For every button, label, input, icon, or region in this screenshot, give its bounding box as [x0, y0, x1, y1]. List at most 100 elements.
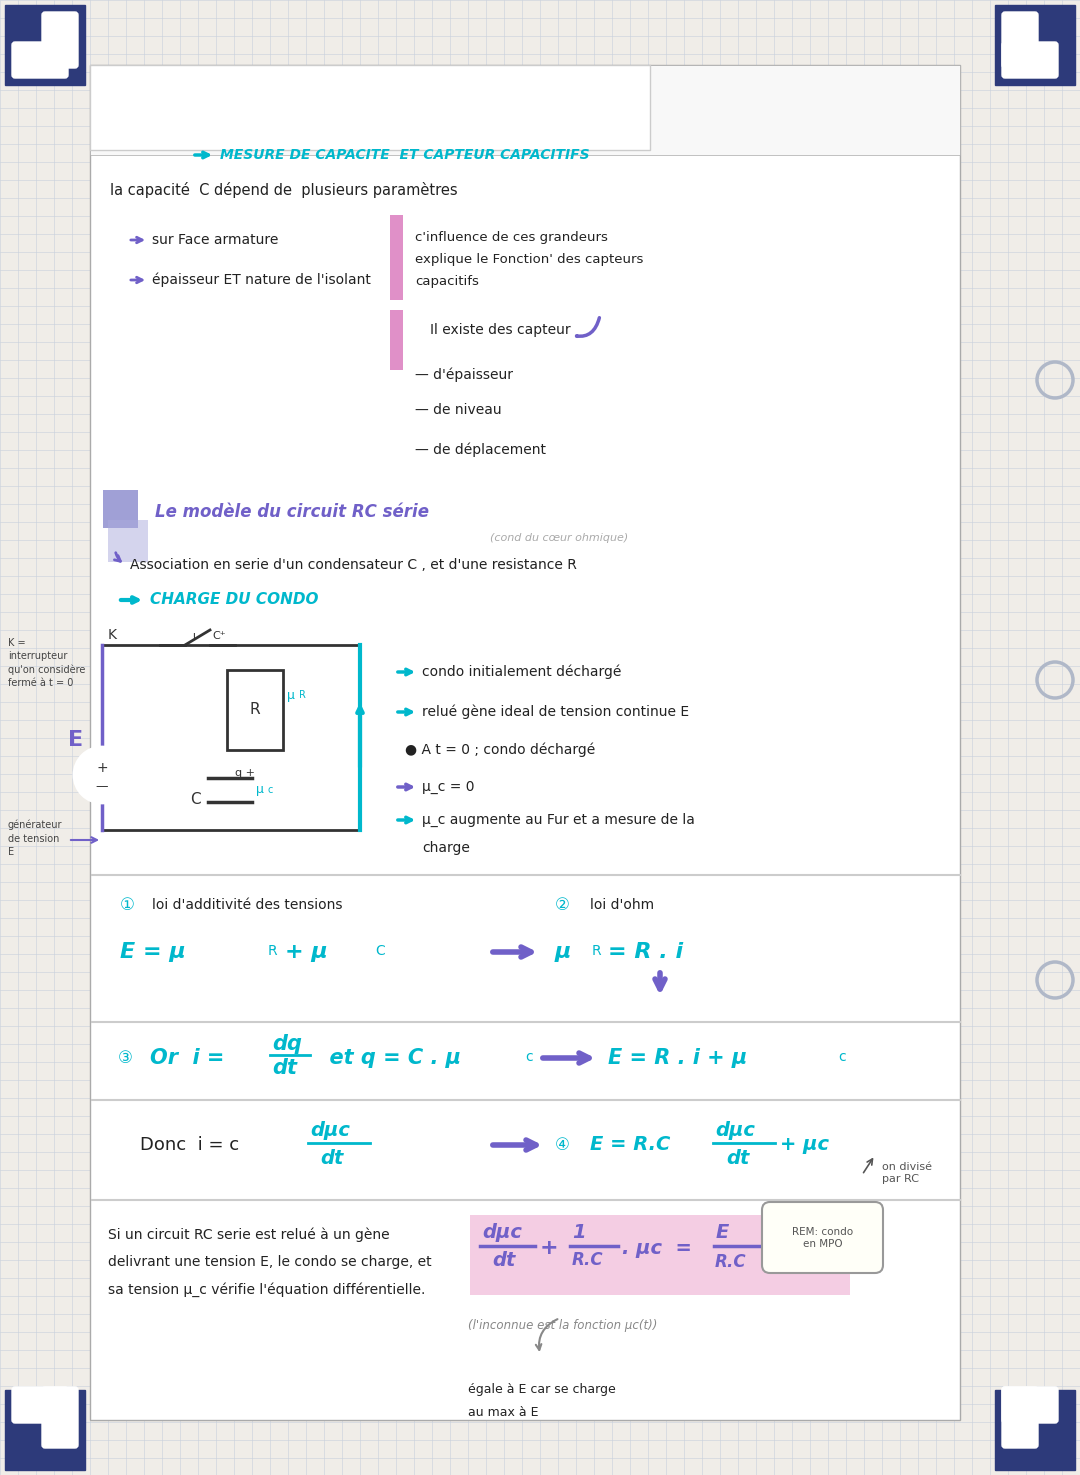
Text: R.C: R.C — [572, 1251, 604, 1268]
FancyBboxPatch shape — [12, 41, 68, 78]
Text: +: + — [96, 761, 108, 774]
Bar — [90, 65, 960, 1420]
Text: épaisseur ET nature de l'isolant: épaisseur ET nature de l'isolant — [152, 273, 370, 288]
Text: E: E — [716, 1223, 729, 1242]
Text: Or  i =: Or i = — [150, 1049, 225, 1068]
Text: ①: ① — [120, 895, 135, 914]
Bar — [390, 215, 403, 299]
Text: μ_c augmente au Fur et a mesure de la: μ_c augmente au Fur et a mesure de la — [422, 813, 694, 827]
Text: REM: condo
en MPO: REM: condo en MPO — [793, 1227, 853, 1249]
Text: c'influence de ces grandeurs: c'influence de ces grandeurs — [415, 232, 608, 245]
Text: . μc  =: . μc = — [622, 1239, 692, 1258]
Text: μ: μ — [555, 943, 571, 962]
Text: +: + — [540, 1238, 558, 1258]
FancyBboxPatch shape — [12, 1386, 68, 1423]
Text: K =
interrupteur
qu'on considère
fermé à t = 0: K = interrupteur qu'on considère fermé à… — [8, 639, 85, 689]
Text: = R . i: = R . i — [608, 943, 684, 962]
Text: c: c — [268, 785, 273, 795]
Text: E = μ: E = μ — [120, 943, 186, 962]
Text: égale à E car se charge: égale à E car se charge — [468, 1384, 616, 1397]
Text: CHARGE DU CONDO: CHARGE DU CONDO — [150, 593, 319, 608]
Text: μ: μ — [287, 689, 295, 702]
Text: dt: dt — [726, 1149, 750, 1168]
Text: explique le Fonction' des capteurs: explique le Fonction' des capteurs — [415, 254, 644, 267]
Text: μ_c = 0: μ_c = 0 — [422, 780, 474, 794]
Text: Le modèle du circuit RC série: Le modèle du circuit RC série — [156, 503, 429, 521]
Text: condo initialement déchargé: condo initialement déchargé — [422, 665, 621, 680]
Text: loi d'additivité des tensions: loi d'additivité des tensions — [152, 898, 342, 912]
Bar — [1000, 1454, 1035, 1468]
Text: E = R.C: E = R.C — [590, 1136, 671, 1155]
Text: R: R — [268, 944, 278, 957]
Text: on divisé
par RC: on divisé par RC — [882, 1162, 932, 1183]
Text: au max à E: au max à E — [468, 1406, 539, 1419]
Text: ③: ③ — [118, 1049, 133, 1066]
Text: dq: dq — [272, 1034, 302, 1055]
Bar — [5, 1389, 85, 1471]
Text: + μ: + μ — [285, 943, 327, 962]
Text: sur Face armature: sur Face armature — [152, 233, 279, 246]
Bar — [995, 1389, 1075, 1471]
Bar — [1042, 1454, 1057, 1468]
Bar — [103, 490, 138, 528]
Text: C⁺: C⁺ — [212, 631, 226, 642]
Text: ι: ι — [192, 631, 195, 642]
FancyArrowPatch shape — [577, 317, 599, 336]
Text: c: c — [525, 1050, 532, 1063]
Text: relué gène ideal de tension continue E: relué gène ideal de tension continue E — [422, 705, 689, 720]
FancyBboxPatch shape — [1002, 41, 1058, 78]
FancyBboxPatch shape — [1002, 12, 1038, 68]
Text: delivrant une tension E, le condo se charge, et: delivrant une tension E, le condo se cha… — [108, 1255, 432, 1268]
Text: — d'épaisseur: — d'épaisseur — [415, 367, 513, 382]
Text: sa tension μ_c vérifie l'équation différentielle.: sa tension μ_c vérifie l'équation différ… — [108, 1283, 426, 1298]
Text: charge: charge — [422, 841, 470, 855]
FancyBboxPatch shape — [42, 1386, 78, 1448]
FancyBboxPatch shape — [42, 12, 78, 68]
Bar — [108, 521, 148, 562]
Bar — [90, 65, 650, 150]
Text: (l'inconnue est la fonction μc(t)): (l'inconnue est la fonction μc(t)) — [468, 1319, 658, 1332]
Text: C: C — [190, 792, 201, 807]
Text: μ: μ — [256, 783, 264, 796]
Text: R: R — [249, 702, 260, 717]
Text: loi d'ohm: loi d'ohm — [590, 898, 654, 912]
Circle shape — [75, 746, 130, 802]
Text: dμc: dμc — [715, 1121, 755, 1140]
Text: dt: dt — [320, 1149, 343, 1168]
Text: ④: ④ — [555, 1136, 570, 1153]
Text: R: R — [592, 944, 602, 957]
Text: générateur
de tension
E: générateur de tension E — [8, 820, 63, 857]
Text: MESURE DE CAPACITE  ET CAPTEUR CAPACITIFS: MESURE DE CAPACITE ET CAPTEUR CAPACITIFS — [220, 148, 590, 162]
Text: dμc: dμc — [482, 1223, 522, 1242]
Text: c: c — [838, 1050, 846, 1063]
Text: R: R — [299, 690, 306, 701]
Text: dt: dt — [272, 1058, 297, 1078]
Text: C: C — [375, 944, 384, 957]
Text: la capacité  C dépend de  plusieurs paramètres: la capacité C dépend de plusieurs paramè… — [110, 181, 458, 198]
Bar — [5, 4, 85, 86]
Text: (cond du cœur ohmique): (cond du cœur ohmique) — [490, 532, 629, 543]
Text: + μc: + μc — [780, 1136, 829, 1155]
Text: capacitifs: capacitifs — [415, 276, 478, 289]
FancyBboxPatch shape — [1002, 1386, 1038, 1448]
Text: E = R . i + μ: E = R . i + μ — [608, 1049, 747, 1068]
Text: ● A t = 0 ; condo déchargé: ● A t = 0 ; condo déchargé — [405, 743, 595, 757]
Text: q +: q + — [235, 768, 255, 777]
FancyBboxPatch shape — [762, 1202, 883, 1273]
Bar — [995, 4, 1075, 86]
Text: E: E — [68, 730, 83, 749]
Bar — [390, 310, 403, 370]
Text: et q = C . μ: et q = C . μ — [315, 1049, 461, 1068]
Text: — de niveau: — de niveau — [415, 403, 501, 417]
Text: Association en serie d'un condensateur C , et d'une resistance R: Association en serie d'un condensateur C… — [130, 558, 577, 572]
Text: Si un circuit RC serie est relué à un gène: Si un circuit RC serie est relué à un gè… — [108, 1227, 390, 1242]
Bar — [90, 65, 960, 155]
Text: Il existe des capteur: Il existe des capteur — [430, 323, 570, 336]
FancyBboxPatch shape — [1002, 1386, 1058, 1423]
Bar — [227, 670, 283, 749]
Text: dμc: dμc — [310, 1121, 350, 1140]
Text: dt: dt — [492, 1251, 515, 1270]
Bar — [470, 1215, 850, 1295]
Text: Donc  i = c: Donc i = c — [140, 1136, 239, 1153]
Text: K: K — [108, 628, 117, 642]
